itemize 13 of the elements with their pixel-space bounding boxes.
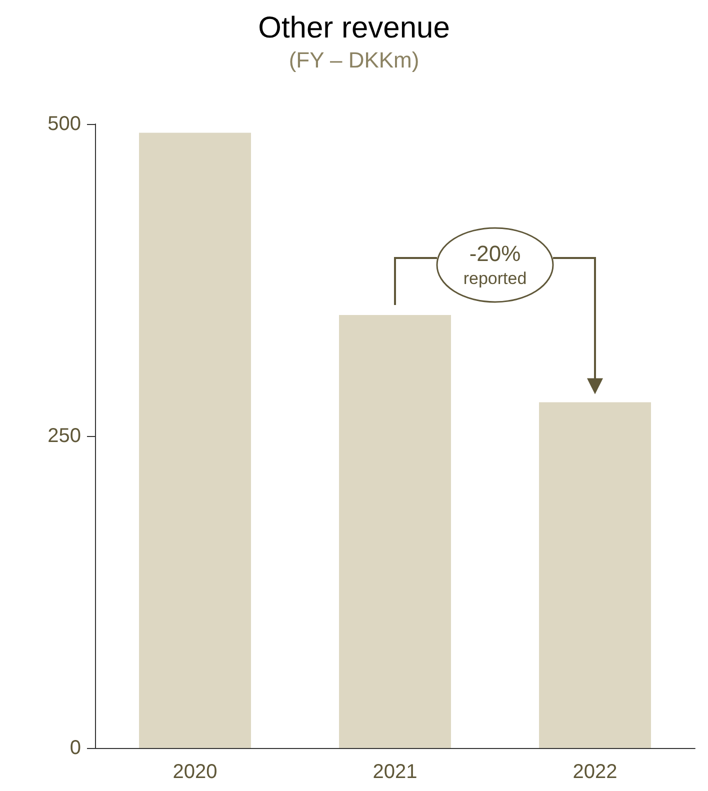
- annotation: reported: [463, 268, 527, 288]
- annotation: -20%: [469, 240, 521, 266]
- y-tick-label: 0: [70, 737, 81, 759]
- y-tick-label: 500: [48, 113, 81, 135]
- x-tick-label: 2021: [372, 761, 418, 783]
- bar: [139, 132, 251, 748]
- bar: [339, 314, 451, 748]
- chart-subtitle: (FY – DKKm): [288, 48, 420, 72]
- x-tick-label: 2020: [172, 761, 218, 783]
- chart-title: Other revenue: [258, 12, 450, 44]
- x-tick-label: 2022: [572, 761, 618, 783]
- bar: [539, 402, 651, 748]
- y-tick-label: 250: [48, 425, 81, 447]
